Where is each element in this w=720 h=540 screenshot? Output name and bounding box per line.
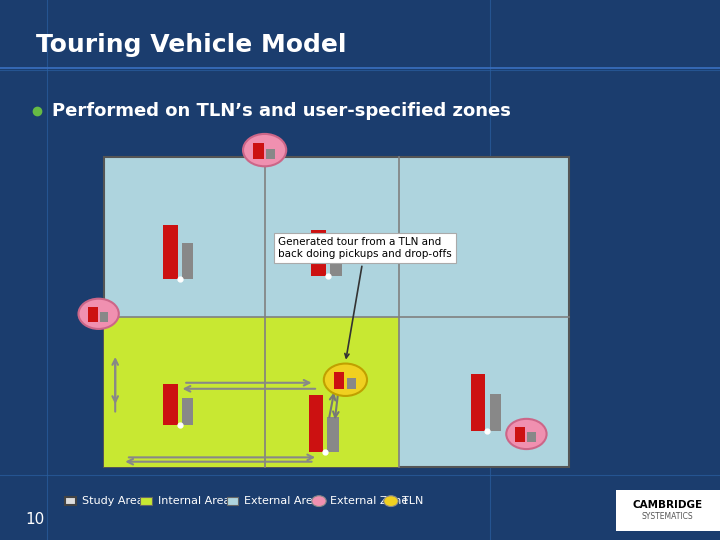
Bar — [253, 143, 264, 159]
Bar — [471, 374, 485, 431]
Circle shape — [243, 134, 287, 166]
Bar — [266, 148, 275, 159]
Text: Performed on TLN’s and user-specified zones: Performed on TLN’s and user-specified zo… — [52, 102, 510, 120]
Bar — [616, 490, 720, 531]
Bar — [104, 316, 400, 467]
Text: Study Area: Study Area — [82, 496, 144, 506]
Circle shape — [324, 363, 367, 396]
Bar — [140, 497, 152, 505]
Text: TLN: TLN — [402, 496, 424, 506]
Bar — [182, 243, 194, 279]
Circle shape — [312, 496, 326, 507]
Bar — [88, 307, 98, 322]
Bar — [333, 373, 344, 389]
Text: External Zone: External Zone — [330, 496, 409, 506]
Bar — [330, 245, 341, 276]
Text: CAMBRIDGE: CAMBRIDGE — [632, 500, 703, 510]
Bar — [528, 433, 536, 442]
Bar — [182, 398, 194, 425]
Bar — [490, 394, 501, 431]
Bar — [328, 417, 339, 452]
Bar — [227, 497, 238, 505]
Bar — [104, 157, 569, 467]
Text: Touring Vehicle Model: Touring Vehicle Model — [36, 33, 346, 57]
Text: 10: 10 — [25, 512, 45, 527]
Circle shape — [506, 419, 546, 449]
Text: Generated tour from a TLN and
back doing pickups and drop-offs: Generated tour from a TLN and back doing… — [278, 238, 452, 358]
Text: External Area: External Area — [244, 496, 320, 506]
Text: SYSTEMATICS: SYSTEMATICS — [642, 512, 693, 521]
Bar — [163, 225, 178, 279]
Bar — [309, 395, 323, 452]
Bar — [163, 384, 178, 425]
Circle shape — [384, 496, 398, 507]
Text: Internal Area: Internal Area — [158, 496, 230, 506]
Bar — [99, 312, 108, 322]
Circle shape — [78, 299, 119, 329]
Bar — [346, 378, 356, 389]
Bar — [311, 230, 325, 276]
Bar — [516, 427, 526, 442]
Bar — [65, 497, 76, 505]
